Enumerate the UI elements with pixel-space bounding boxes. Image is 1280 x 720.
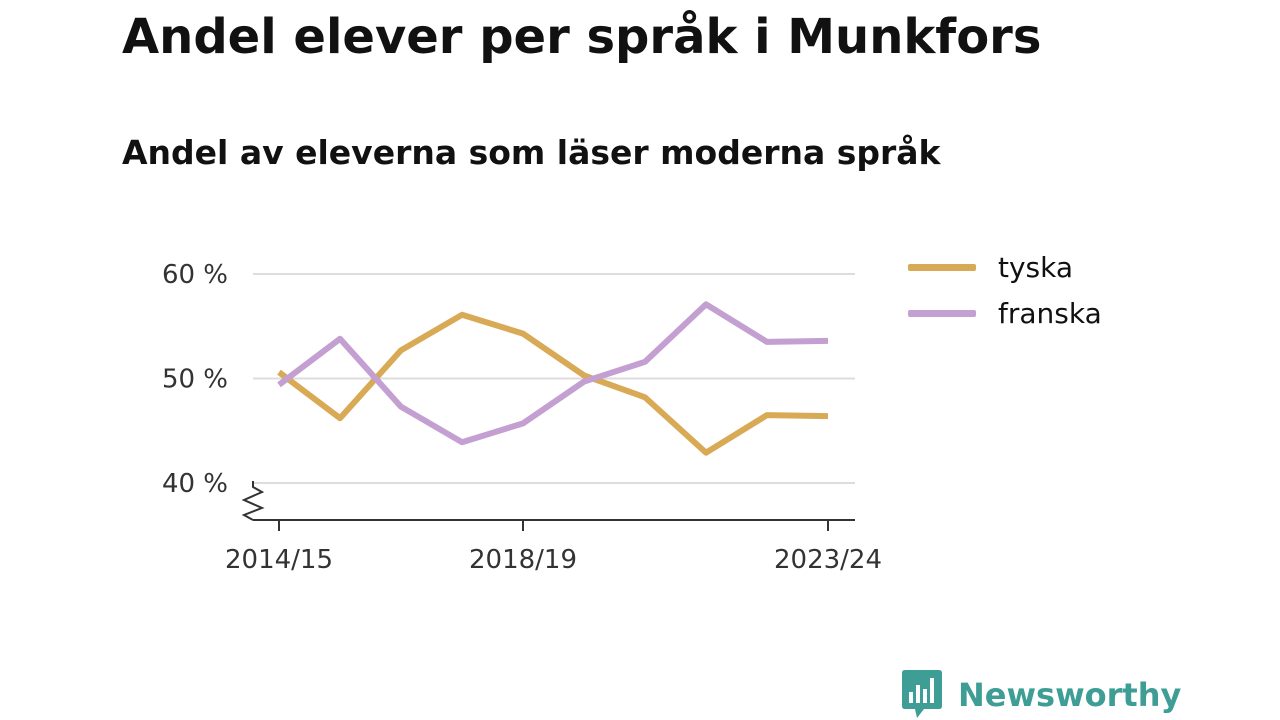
series-line-tyska: [277, 311, 829, 456]
bar-chart-speech-bubble-icon: [902, 670, 942, 718]
y-axis-break-marker: [241, 481, 265, 521]
legend-label-tyska: tyska: [998, 250, 1074, 284]
legend-swatch-franska: [908, 309, 976, 317]
chart-title: Andel elever per språk i Munkfors: [122, 9, 1042, 65]
legend-item-tyska: tyska: [908, 244, 1102, 290]
legend-label-franska: franska: [998, 296, 1102, 330]
axes: [241, 481, 855, 531]
series-lines: [277, 301, 829, 456]
y-tick-label: 40 %: [162, 469, 228, 499]
chart-subtitle: Andel av eleverna som läser moderna språ…: [122, 133, 941, 172]
series-line-franska: [277, 301, 829, 446]
x-tick-label: 2014/15: [225, 545, 333, 575]
legend: tyska franska: [908, 244, 1102, 336]
y-tick-label: 50 %: [162, 365, 228, 395]
brand-logo: Newsworthy: [902, 670, 1181, 720]
tick-labels: 40 % 50 % 60 % 2014/15 2018/19 2023/24: [162, 260, 882, 575]
x-tick-label: 2018/19: [469, 545, 577, 575]
brand-name: Newsworthy: [958, 676, 1182, 714]
legend-item-franska: franska: [908, 290, 1102, 336]
grid-lines: [253, 273, 855, 484]
x-tick-label: 2023/24: [774, 545, 882, 575]
y-tick-label: 60 %: [162, 260, 228, 290]
legend-swatch-tyska: [908, 263, 976, 271]
